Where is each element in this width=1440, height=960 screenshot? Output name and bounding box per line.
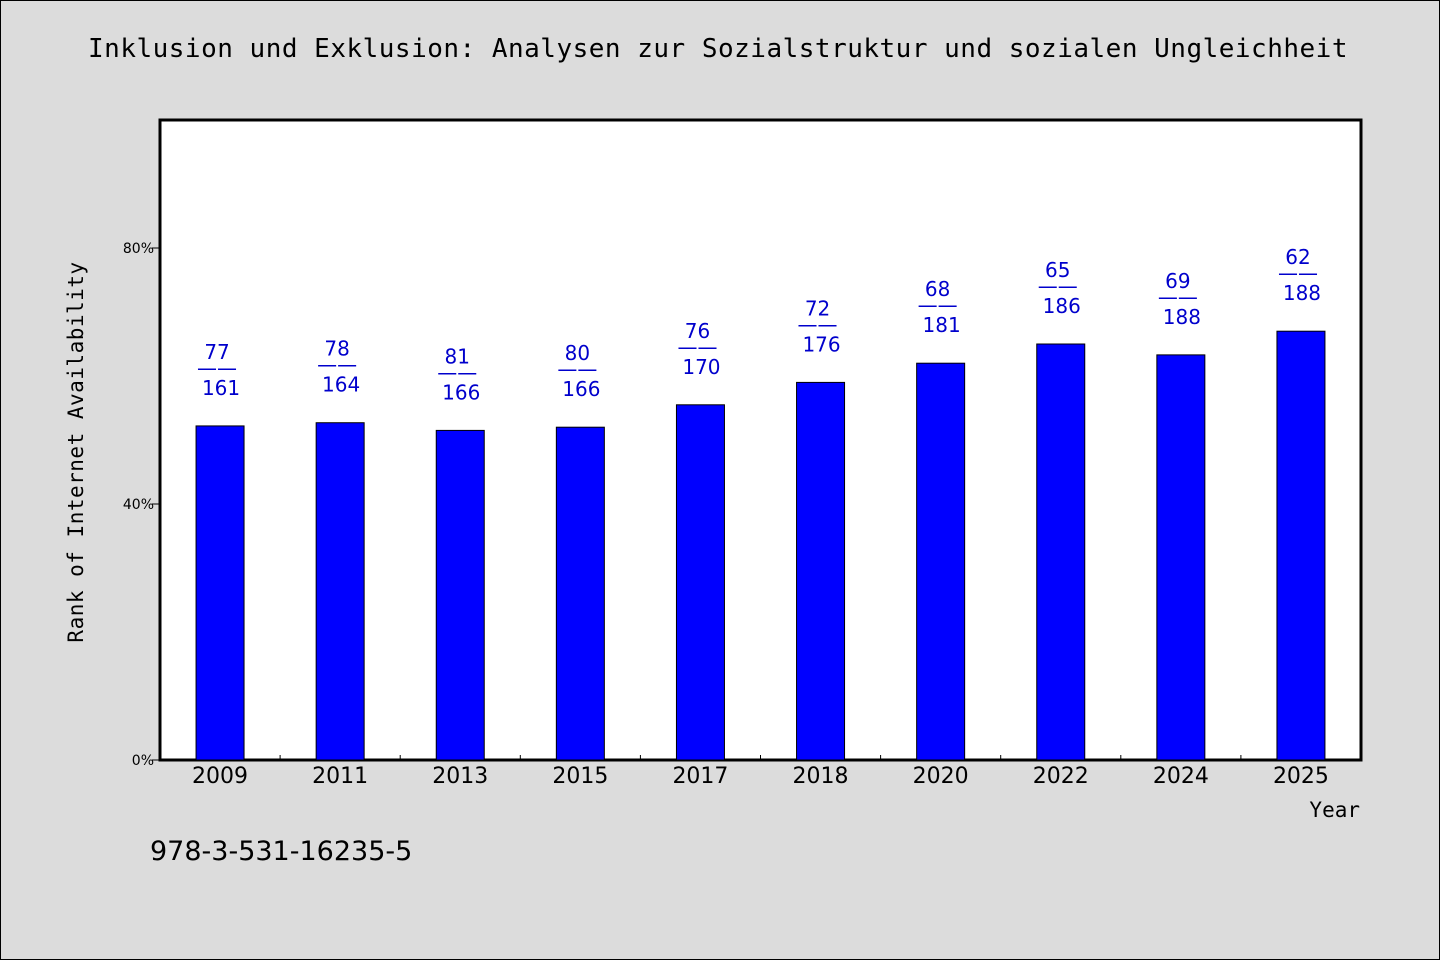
bar xyxy=(1156,354,1206,761)
data-label-top: 78 xyxy=(324,337,349,361)
data-label-bottom: 186 xyxy=(1043,294,1081,318)
data-label-top: 76 xyxy=(685,319,710,343)
x-tick-label: 2015 xyxy=(552,764,608,789)
data-label-separator: —— xyxy=(798,312,838,336)
data-label-top: 72 xyxy=(805,296,830,320)
y-axis: 0% 40% 80% xyxy=(123,241,160,769)
x-tick-label: 2024 xyxy=(1153,764,1209,789)
data-label-bottom: 164 xyxy=(322,373,360,397)
bar xyxy=(1036,343,1086,761)
data-label-separator: —— xyxy=(557,357,597,381)
y-tick-label: 0% xyxy=(132,753,154,769)
bar xyxy=(195,425,245,761)
y-tick-label: 80% xyxy=(123,241,154,257)
data-label-bottom: 166 xyxy=(442,380,480,404)
bar xyxy=(435,429,485,761)
x-tick-label: 2017 xyxy=(672,764,728,789)
isbn-footnote: 978-3-531-16235-5 xyxy=(150,836,413,867)
data-label-top: 68 xyxy=(925,277,950,301)
data-label-bottom: 166 xyxy=(562,377,600,401)
x-tick-label: 2018 xyxy=(793,764,849,789)
x-tick-label: 2020 xyxy=(913,764,969,789)
x-tick-label: 2013 xyxy=(432,764,488,789)
data-label-bottom: 188 xyxy=(1163,305,1201,329)
data-label-separator: —— xyxy=(1158,285,1198,309)
bar xyxy=(1276,330,1326,761)
bar xyxy=(315,422,365,761)
data-label-separator: —— xyxy=(437,360,477,384)
chart-title: Inklusion und Exklusion: Analysen zur So… xyxy=(88,34,1348,64)
bar xyxy=(675,404,725,761)
bar xyxy=(796,381,846,761)
data-label-separator: —— xyxy=(1038,274,1078,298)
x-tick-label: 2025 xyxy=(1273,764,1329,789)
data-label-separator: —— xyxy=(677,335,717,359)
bar xyxy=(916,362,966,761)
data-label-bottom: 161 xyxy=(202,376,240,400)
data-label-bottom: 188 xyxy=(1283,281,1321,305)
data-label-top: 69 xyxy=(1165,269,1190,293)
data-label-separator: —— xyxy=(317,353,357,377)
bars xyxy=(195,330,1326,761)
data-labels: 161——77164——78166——81166——80170——76176——… xyxy=(197,245,1321,404)
bar xyxy=(555,426,605,761)
y-tick-label: 40% xyxy=(123,497,154,513)
data-label-top: 80 xyxy=(565,341,590,365)
data-label-top: 77 xyxy=(204,340,229,364)
data-label-bottom: 170 xyxy=(682,355,720,379)
x-tick-label: 2011 xyxy=(312,764,368,789)
data-label-separator: —— xyxy=(918,293,958,317)
data-label-top: 65 xyxy=(1045,258,1070,282)
x-tick-label: 2009 xyxy=(192,764,248,789)
x-tick-label: 2022 xyxy=(1033,764,1089,789)
data-label-bottom: 176 xyxy=(802,332,840,356)
data-label-top: 62 xyxy=(1285,245,1310,269)
x-axis: 2009 2011 2013 2015 2017 2018 2020 2022 2024 2025 xyxy=(192,755,1329,789)
data-label-separator: —— xyxy=(1278,261,1318,285)
data-label-bottom: 181 xyxy=(923,313,961,337)
data-label-separator: —— xyxy=(197,356,237,380)
x-axis-label: Year xyxy=(1309,798,1360,822)
data-label-top: 81 xyxy=(445,344,470,368)
